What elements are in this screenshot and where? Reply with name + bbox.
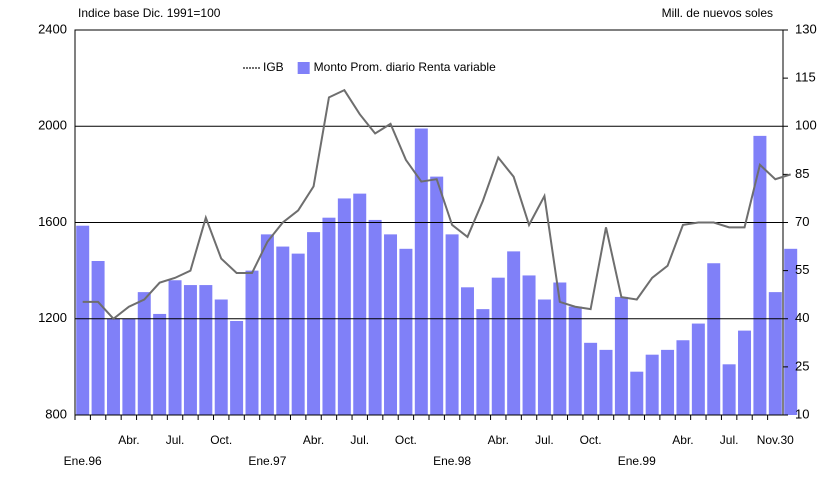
bar xyxy=(661,349,675,415)
bar xyxy=(768,292,782,415)
bar xyxy=(645,354,659,415)
bar xyxy=(460,287,474,415)
bar xyxy=(722,364,736,415)
y2-tick-label: 70 xyxy=(795,214,809,229)
bar xyxy=(137,292,151,415)
bar xyxy=(445,234,459,415)
bar xyxy=(91,261,105,415)
bar xyxy=(168,280,182,415)
x-tick-label: Ene.96 xyxy=(64,454,102,468)
bar xyxy=(507,251,521,415)
bar xyxy=(106,318,120,415)
bar xyxy=(199,285,213,415)
y2-tick-label: 25 xyxy=(795,358,809,373)
y2-tick-label: 40 xyxy=(795,310,809,325)
bar xyxy=(430,176,444,415)
bar xyxy=(384,234,398,415)
y2-tick-label: 85 xyxy=(795,166,809,181)
y2-tick-label: 130 xyxy=(795,21,817,36)
y2-tick-label: 100 xyxy=(795,118,817,133)
x-tick-label: Jul. xyxy=(720,433,739,447)
y2-axis-label: Mill. de nuevos soles xyxy=(662,6,773,20)
x-tick-label: Oct. xyxy=(580,433,602,447)
bar xyxy=(691,323,705,415)
bar xyxy=(630,371,644,415)
x-tick-label: Ene.99 xyxy=(618,454,656,468)
bar xyxy=(584,342,598,415)
x-tick-label: Jul. xyxy=(535,433,554,447)
x-tick-label: Nov.30 xyxy=(757,433,794,447)
bar xyxy=(707,263,721,415)
bar xyxy=(245,270,259,415)
bar xyxy=(322,217,336,415)
bar xyxy=(368,219,382,415)
bar xyxy=(537,299,551,415)
y-axis-label: Indice base Dic. 1991=100 xyxy=(78,6,221,20)
line xyxy=(82,88,791,321)
bar xyxy=(153,313,167,415)
bar xyxy=(307,232,321,415)
bar xyxy=(122,318,136,415)
y-tick-label: 1200 xyxy=(38,310,67,325)
bar xyxy=(568,306,582,415)
x-tick-label: Jul. xyxy=(166,433,185,447)
bar xyxy=(614,296,628,415)
bar xyxy=(522,275,536,415)
x-tick-label: Ene.97 xyxy=(248,454,286,468)
bar xyxy=(183,285,197,415)
legend-swatch xyxy=(297,62,310,74)
bar xyxy=(599,349,613,415)
bar xyxy=(676,340,690,415)
x-tick-label: Abr. xyxy=(488,433,509,447)
bar xyxy=(353,193,367,415)
y-tick-label: 2000 xyxy=(38,118,67,133)
y-tick-label: 2400 xyxy=(38,21,67,36)
legend-label: Monto Prom. diario Renta variable xyxy=(314,60,496,74)
y2-tick-label: 10 xyxy=(795,406,809,421)
y-tick-label: 1600 xyxy=(38,214,67,229)
bar xyxy=(76,225,90,415)
bar xyxy=(491,277,505,415)
x-tick-label: Ene.98 xyxy=(433,454,471,468)
x-tick-label: Abr. xyxy=(303,433,324,447)
bar xyxy=(476,309,490,415)
bar xyxy=(214,299,228,415)
bar xyxy=(337,198,351,415)
x-tick-label: Abr. xyxy=(118,433,139,447)
bar xyxy=(784,248,798,415)
y2-tick-label: 115 xyxy=(795,70,816,85)
x-tick-label: Abr. xyxy=(672,433,693,447)
x-tick-label: Oct. xyxy=(210,433,232,447)
x-tick-label: Jul. xyxy=(350,433,369,447)
bar xyxy=(753,135,767,415)
legend-label: IGB xyxy=(263,60,284,74)
bar xyxy=(291,253,305,415)
bar xyxy=(399,248,413,415)
x-tick-label: Oct. xyxy=(395,433,417,447)
y2-tick-label: 55 xyxy=(795,262,809,277)
bar xyxy=(276,246,290,415)
bar xyxy=(230,320,244,415)
y-tick-label: 800 xyxy=(45,406,67,421)
bar xyxy=(738,330,752,415)
bar xyxy=(414,128,428,415)
bar xyxy=(260,234,274,415)
bar xyxy=(553,282,567,415)
